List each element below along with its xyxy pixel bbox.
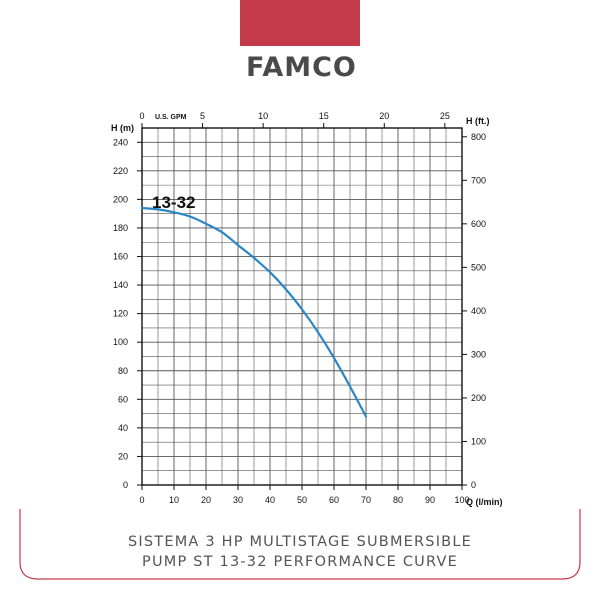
y-tick-label: 180 <box>113 223 128 233</box>
performance-chart: 0 10 20 30 40 50 60 70 80 90 100020406080100120140… <box>111 111 503 507</box>
x-tick-label: 30 <box>233 495 243 505</box>
y-tick-label: 160 <box>113 252 128 262</box>
x-tick-label: 40 <box>265 495 275 505</box>
chart-caption: SISTEMA 3 HP MULTISTAGE SUBMERSIBLE PUMP… <box>60 532 540 572</box>
grid <box>141 127 463 486</box>
x-tick-label: 20 <box>201 495 211 505</box>
ft-tick-label: 0 <box>471 480 476 490</box>
ft-tick-label: 700 <box>471 175 486 185</box>
gpm-tick-label: 10 <box>258 111 268 121</box>
series-label: 13-32 <box>152 193 195 212</box>
y-tick-label: 100 <box>113 337 128 347</box>
x-tick-label: 10 <box>169 495 179 505</box>
x-tick-label: 70 <box>361 495 371 505</box>
axes <box>137 123 467 490</box>
y-tick-label: 20 <box>118 451 128 461</box>
x-tick-label: 60 <box>329 495 339 505</box>
y-axis-title-left: H (m) <box>111 123 134 133</box>
curve-layer <box>140 206 368 418</box>
x-tick-label: 100 <box>454 495 469 505</box>
logo-text: FAMCO <box>246 52 357 83</box>
tick-labels: 0 10 20 30 40 50 60 70 80 90 100020406080100120140… <box>111 111 503 507</box>
y-tick-label: 220 <box>113 166 128 176</box>
y-axis-title-right: H (ft.) <box>466 116 490 126</box>
ft-tick-label: 500 <box>471 262 486 272</box>
gpm-axis-title: U.S. GPM <box>155 114 187 121</box>
y-tick-label: 140 <box>113 280 128 290</box>
gpm-tick-label: 0 <box>139 111 144 121</box>
y-tick-label: 0 <box>123 480 128 490</box>
ft-tick-label: 600 <box>471 219 486 229</box>
gpm-tick-label: 5 <box>200 111 205 121</box>
x-axis-title: Q (l/min) <box>466 497 503 507</box>
y-tick-label: 200 <box>113 194 128 204</box>
x-tick-label: 90 <box>425 495 435 505</box>
y-tick-label: 40 <box>118 423 128 433</box>
ft-tick-label: 200 <box>471 393 486 403</box>
gpm-tick-label: 15 <box>319 111 329 121</box>
caption-line-1: SISTEMA 3 HP MULTISTAGE SUBMERSIBLE <box>128 534 472 550</box>
ft-tick-label: 100 <box>471 436 486 446</box>
brand-header-bar <box>240 0 360 46</box>
caption-line-2: PUMP ST 13-32 PERFORMANCE CURVE <box>142 554 458 570</box>
y-tick-label: 240 <box>113 137 128 147</box>
x-tick-label: 50 <box>297 495 307 505</box>
y-tick-label: 60 <box>118 394 128 404</box>
x-tick-label: 0 <box>139 495 144 505</box>
famco-logo: FAMCO <box>246 52 356 84</box>
pump-curve-13-32 <box>140 206 368 418</box>
ft-tick-label: 300 <box>471 349 486 359</box>
ft-tick-label: 800 <box>471 132 486 142</box>
y-tick-label: 80 <box>118 366 128 376</box>
y-tick-label: 120 <box>113 309 128 319</box>
gpm-tick-label: 25 <box>440 111 450 121</box>
x-tick-label: 80 <box>393 495 403 505</box>
ft-tick-label: 400 <box>471 306 486 316</box>
gpm-tick-label: 20 <box>379 111 389 121</box>
